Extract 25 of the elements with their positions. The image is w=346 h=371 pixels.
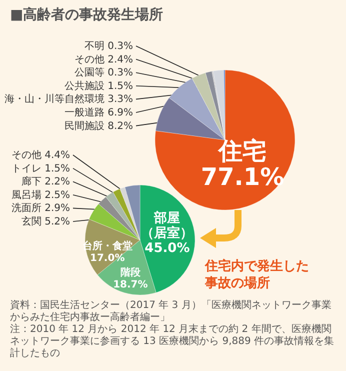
slice-label: 公園等 0.3% (74, 66, 133, 79)
slice-label: その他 4.4% (11, 149, 70, 161)
slice-label: 風呂場 2.5% (11, 188, 70, 201)
slice-label: 住宅 (218, 137, 267, 166)
slice-label: 不明 0.3% (84, 41, 133, 52)
slice-label: 一般道路 6.9% (64, 106, 133, 118)
chart-title: ■高齢者の事故発生場所 (10, 6, 164, 24)
slice-label: 洗面所 2.9% (11, 202, 70, 214)
slice-label: 民間施設 8.2% (64, 120, 133, 132)
text: 注：2010 年 12 月から 2012 年 12 月末までの約 2 年間で、医療機関ネットワーク事業に参画する 13 医療機関から 9,889 件の事故情報を集計したもの (10, 324, 336, 360)
slice-label: 玄関 5.2% (21, 216, 70, 228)
slice-label: 廊下 2.2% (21, 176, 70, 188)
slice-label: 階段 (120, 266, 142, 279)
slice-label: 公共施設 1.5% (64, 80, 133, 92)
slice-label: 海・山・川等自然環境 3.3% (4, 93, 133, 106)
text: 住宅内で発生した事故の場所 (205, 258, 310, 292)
pie-slice (154, 70, 296, 210)
data-label: 77.1% (200, 163, 284, 192)
data-label: 18.7% (113, 280, 148, 291)
text: 資料：国民生活センター（2017 年 3 月）「医療機関ネットワーク事業からみた住宅内事故ー高齢者編ー」 (10, 300, 332, 324)
slice-label: 部屋（居室） (141, 210, 194, 241)
data-label: 17.0% (90, 252, 125, 264)
slice-label: その他 2.4% (74, 53, 133, 66)
data-label: 45.0% (144, 240, 190, 256)
slice-label: トイレ 1.5% (11, 163, 70, 174)
